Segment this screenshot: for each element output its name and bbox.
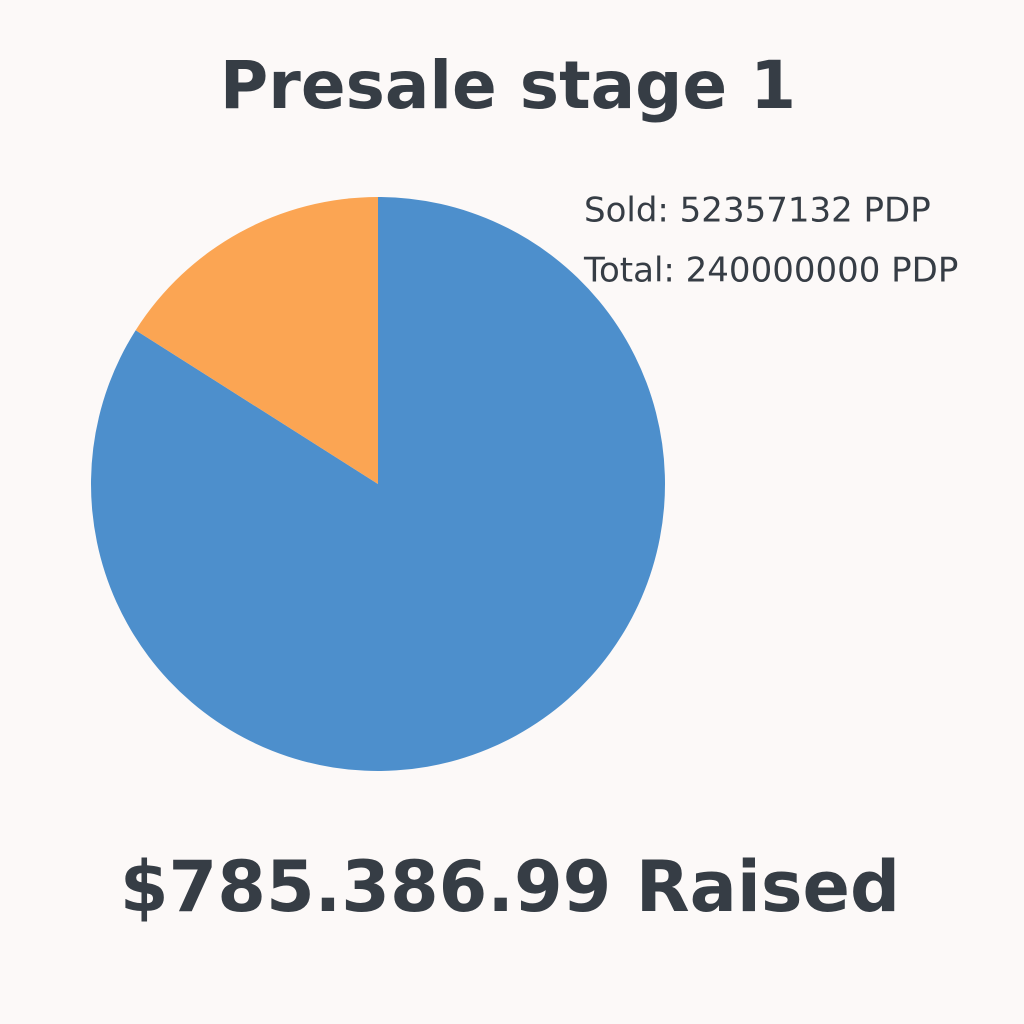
- chart-title: Presale stage 1: [220, 47, 796, 124]
- pie-slice: [135, 197, 378, 484]
- footer: $785.386.99 Raised: [120, 846, 900, 928]
- annotation: Sold: 52357132 PDP: [584, 191, 931, 231]
- annotation: Total: 240000000 PDP: [583, 251, 958, 291]
